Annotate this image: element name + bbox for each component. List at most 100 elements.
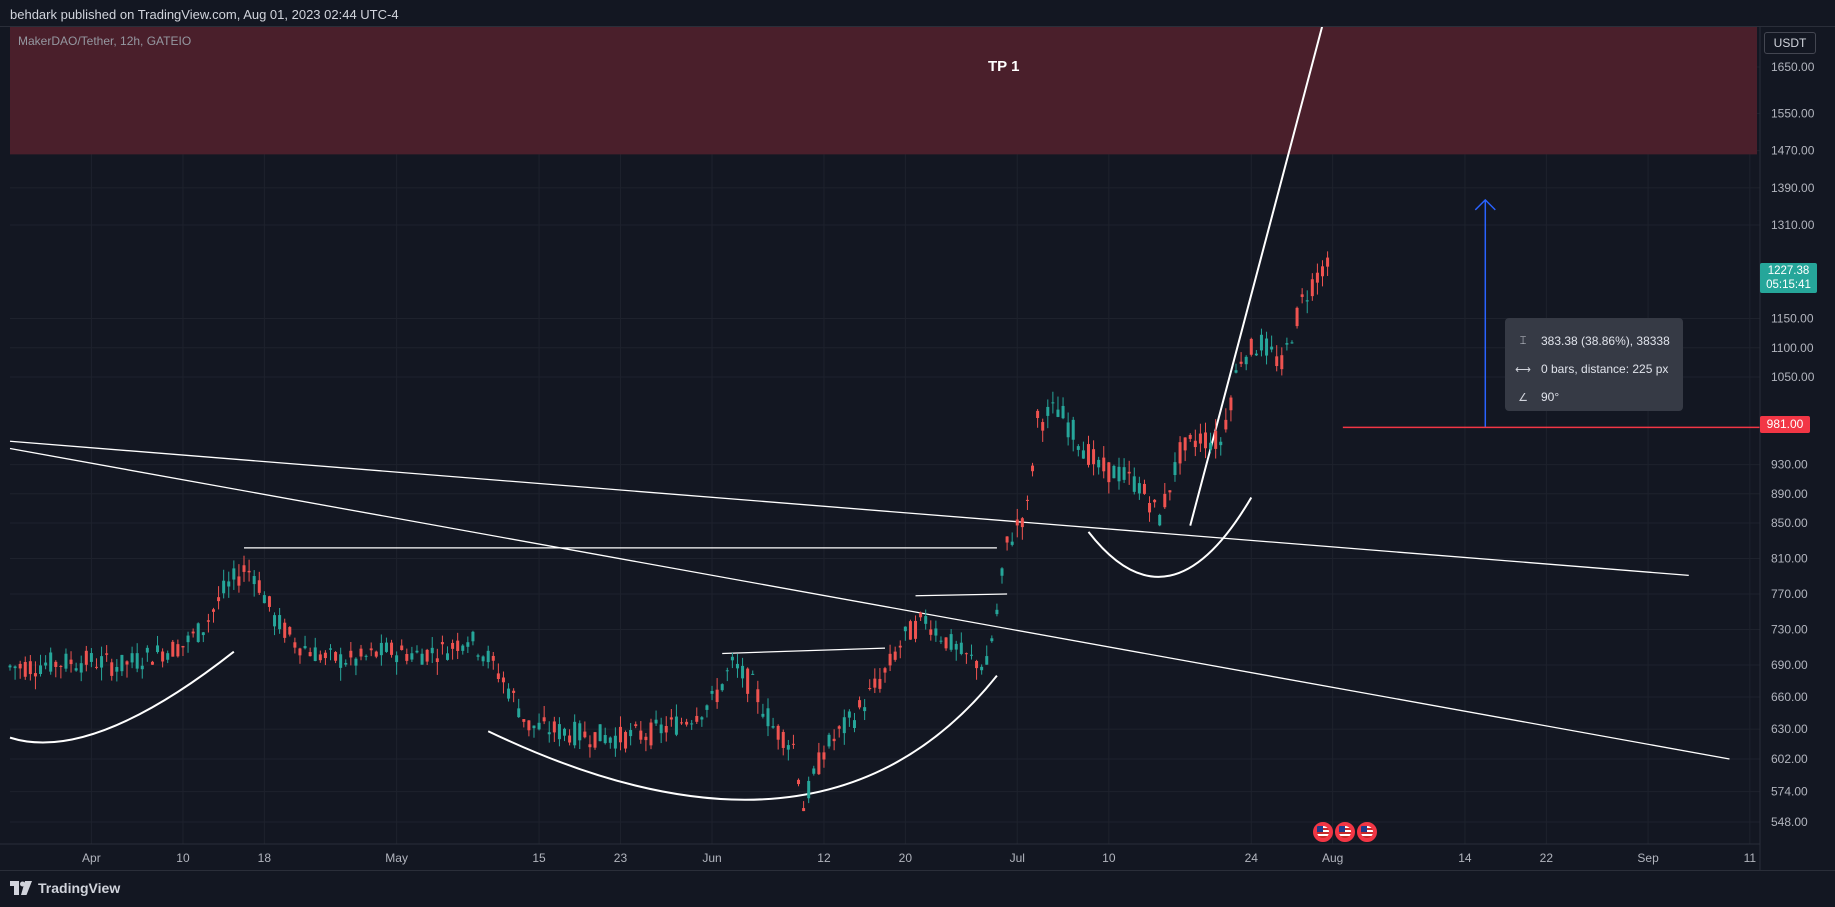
candle-body	[130, 653, 134, 663]
candle-body	[486, 650, 490, 663]
us-flag-icon[interactable]	[1335, 822, 1355, 842]
candle-body	[466, 642, 470, 647]
candle-body	[140, 665, 144, 670]
candle-body	[690, 723, 694, 725]
y-axis[interactable]: 1650.00 1550.00 1470.00 1390.00 1310.00 1150.…	[1759, 27, 1815, 870]
candle-body	[298, 648, 302, 656]
candle-body	[868, 687, 872, 689]
y-tick-label: 810.00	[1771, 552, 1808, 566]
us-flag-icon[interactable]	[1313, 822, 1333, 842]
candle-body	[74, 668, 78, 671]
x-tick-label: 15	[532, 851, 546, 865]
last-price-badge: 1227.38 05:15:41	[1760, 263, 1817, 293]
candle-body	[145, 647, 149, 653]
candle-body	[654, 719, 658, 724]
measure-arrow-head	[1474, 198, 1496, 211]
candle-body	[1031, 465, 1035, 472]
currency-button[interactable]: USDT	[1764, 32, 1816, 54]
y-tick-label: 1310.00	[1771, 218, 1815, 232]
candle-body	[176, 644, 180, 657]
x-tick-label: 20	[899, 851, 913, 865]
candle-body	[293, 642, 297, 648]
measure-angle: 90°	[1541, 390, 1560, 404]
candle-body	[959, 642, 963, 654]
candle-body	[1158, 514, 1162, 526]
candle-body	[903, 626, 907, 632]
candle-body	[28, 661, 32, 675]
candle-body	[837, 726, 841, 729]
candle-body	[191, 631, 195, 634]
brand[interactable]: TradingView	[10, 880, 120, 896]
candle-body	[257, 580, 261, 593]
candle-body	[1300, 294, 1304, 297]
candle-body	[507, 688, 511, 699]
candle-body	[954, 643, 958, 650]
candle-body	[964, 653, 968, 655]
x-tick-label: 10	[1102, 851, 1116, 865]
candle-body	[262, 595, 266, 604]
bar-countdown: 05:15:41	[1766, 279, 1811, 291]
candle-body	[863, 707, 867, 712]
event-markers[interactable]	[1313, 822, 1377, 842]
candle-body	[1097, 459, 1101, 468]
candle-body	[547, 732, 551, 735]
angle-icon: ∠	[1518, 391, 1528, 404]
candle-body	[990, 638, 994, 642]
candle-body	[832, 738, 836, 742]
candle-body	[1127, 471, 1131, 474]
candle-body	[247, 570, 251, 573]
candle-body	[501, 677, 505, 683]
candle-body	[1046, 406, 1050, 416]
candle-body	[69, 659, 73, 665]
candle-body	[674, 716, 678, 735]
candle-body	[761, 713, 765, 717]
candle-body	[1295, 307, 1299, 327]
candle-body	[1234, 370, 1238, 373]
breakout-line	[1189, 27, 1324, 526]
candle-body	[741, 665, 745, 679]
candle-body	[1137, 483, 1141, 494]
measure-tooltip: ⌶ 383.38 (38.86%), 38338 ⟷ 0 bars, dista…	[1505, 318, 1683, 411]
candle-body	[1326, 257, 1330, 267]
candle-body	[1153, 499, 1157, 503]
candle-body	[150, 661, 154, 665]
candle-body	[512, 690, 516, 693]
candle-body	[125, 661, 129, 665]
candle-body	[1229, 397, 1233, 411]
candle-body	[44, 662, 48, 666]
price-chart[interactable]: 1650.00 1550.00 1470.00 1390.00 1310.00 1150.…	[0, 27, 1835, 870]
candle-body	[522, 719, 526, 722]
candle-body	[969, 654, 973, 656]
candle-body	[369, 648, 373, 651]
candle-body	[49, 652, 53, 672]
candle-body	[318, 654, 322, 661]
x-tick-label: May	[385, 851, 408, 865]
candle-body	[237, 576, 241, 586]
symbol-label[interactable]: MakerDAO/Tether, 12h, GATEIO	[18, 34, 192, 48]
candle-body	[395, 655, 399, 663]
candle-body	[308, 652, 312, 657]
us-flag-icon[interactable]	[1357, 822, 1377, 842]
candle-body	[1209, 442, 1213, 450]
y-tick-label: 548.00	[1771, 815, 1808, 829]
candle-body	[328, 648, 332, 650]
y-tick-label: 574.00	[1771, 785, 1808, 799]
candle-body	[115, 666, 119, 672]
candle-body	[939, 640, 943, 642]
candle-body	[517, 708, 521, 718]
candle-body	[746, 668, 750, 694]
candle-body	[430, 647, 434, 654]
candle-body	[339, 654, 343, 668]
candle-body	[563, 728, 567, 736]
candle-body	[1270, 346, 1274, 350]
candle-body	[1203, 432, 1207, 449]
candle-body	[985, 656, 989, 665]
candle-body	[725, 670, 729, 672]
candle-body	[598, 724, 602, 742]
x-axis[interactable]: Apr 10 18 May 15 23 Jun 12 20 Jul 10 24 Aug 14 22 Sep 11	[0, 843, 1760, 865]
candle-body	[1142, 483, 1146, 494]
y-tick-label: 850.00	[1771, 516, 1808, 530]
candle-body	[1000, 568, 1004, 576]
candle-body	[206, 620, 210, 622]
candle-body	[374, 651, 378, 657]
